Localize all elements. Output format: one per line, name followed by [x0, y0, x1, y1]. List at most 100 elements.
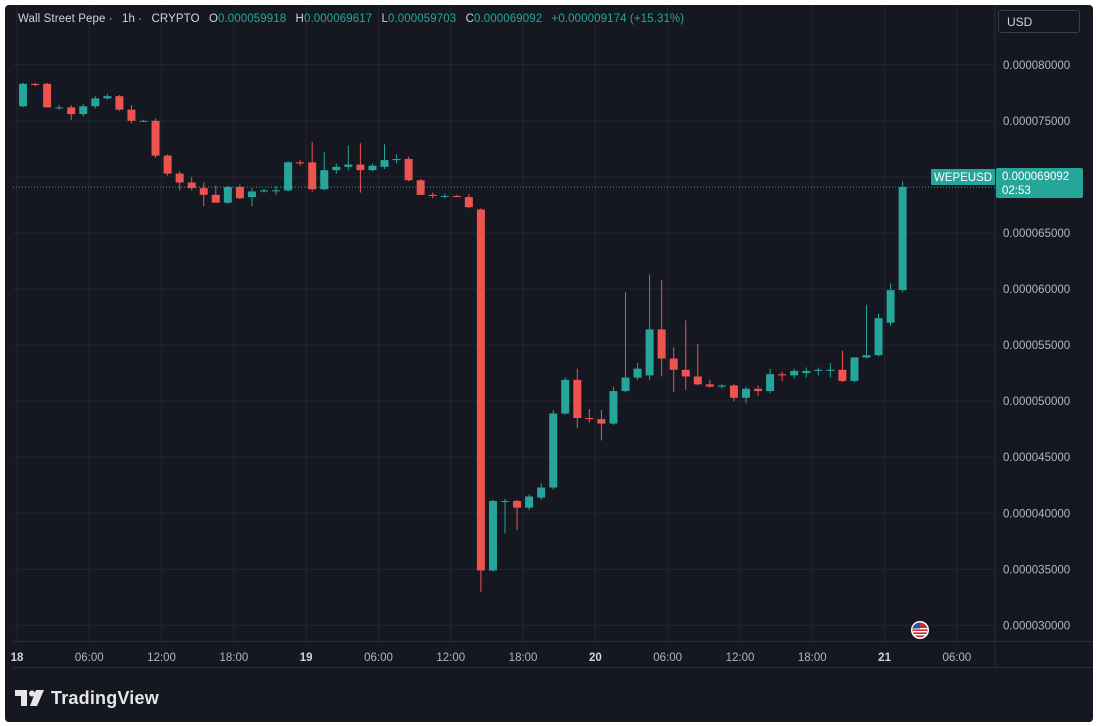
time-tick-label: 12:00 — [726, 652, 755, 664]
time-axis[interactable]: 18 06:00 12:00 18:00 19 06:00 12:00 18:00 20 06:0… — [11, 652, 972, 664]
candle-down[interactable] — [211, 185, 220, 203]
candle-up[interactable] — [320, 152, 329, 191]
candle-up[interactable] — [862, 304, 871, 359]
candle-body — [452, 195, 461, 198]
candle-down[interactable] — [573, 368, 582, 429]
candle-up[interactable] — [802, 367, 811, 378]
candle-down[interactable] — [585, 409, 594, 423]
candle-up[interactable] — [19, 82, 27, 108]
candle-up[interactable] — [645, 274, 654, 380]
chart-window[interactable]: 0.0000800000.0000750000.0000700000.00006… — [5, 5, 1093, 722]
candle-up[interactable] — [79, 104, 88, 117]
candle-up[interactable] — [790, 368, 799, 379]
candle-down[interactable] — [151, 118, 160, 158]
event-flag-icon[interactable] — [911, 621, 929, 639]
price-tick-label: 0.000030000 — [1003, 620, 1070, 632]
candle-down[interactable] — [296, 160, 305, 166]
candle-down[interactable] — [705, 379, 714, 388]
candle-body — [151, 120, 160, 156]
candle-down[interactable] — [693, 343, 702, 386]
candle-up[interactable] — [742, 386, 750, 404]
candle-up[interactable] — [488, 499, 497, 572]
candle-up[interactable] — [886, 283, 895, 327]
candle-down[interactable] — [127, 105, 136, 124]
candle-up[interactable] — [103, 93, 112, 100]
candle-down[interactable] — [115, 95, 124, 111]
candle-up[interactable] — [561, 377, 570, 415]
candle-down[interactable] — [669, 347, 678, 393]
candle-up[interactable] — [525, 494, 534, 510]
candle-body — [31, 83, 40, 85]
candle-up[interactable] — [850, 357, 859, 383]
candle-body — [597, 419, 606, 424]
candle-up[interactable] — [549, 410, 558, 490]
candle-down[interactable] — [754, 385, 763, 396]
candle-down[interactable] — [31, 82, 40, 87]
price-chart[interactable]: 0.0000800000.0000750000.0000700000.00006… — [5, 5, 1093, 668]
candle-up[interactable] — [898, 181, 907, 293]
candle-up[interactable] — [874, 313, 883, 357]
candle-up[interactable] — [501, 498, 509, 534]
candle-up[interactable] — [139, 119, 148, 122]
candle-up[interactable] — [440, 193, 449, 199]
tradingview-logo[interactable]: TradingView — [15, 687, 159, 709]
candle-up[interactable] — [826, 363, 835, 378]
symbol-legend[interactable]: Wall Street Pepe · 1h · CRYPTO O0.000059… — [18, 13, 684, 25]
candle-down[interactable] — [163, 154, 172, 176]
candle-up[interactable] — [272, 185, 281, 195]
candles[interactable] — [19, 82, 907, 592]
candle-body — [79, 106, 88, 115]
candle-down[interactable] — [175, 171, 184, 191]
candle-down[interactable] — [356, 143, 365, 193]
candle-up[interactable] — [368, 163, 377, 172]
candle-down[interactable] — [452, 194, 461, 198]
candle-down[interactable] — [513, 499, 522, 531]
candle-up[interactable] — [814, 367, 823, 376]
candle-body — [404, 158, 413, 181]
candle-body — [585, 417, 594, 420]
candle-up[interactable] — [537, 483, 546, 500]
candle-up[interactable] — [380, 144, 389, 170]
candle-up[interactable] — [223, 185, 232, 204]
candle-up[interactable] — [392, 154, 401, 164]
candle-up[interactable] — [633, 363, 642, 380]
candle-body — [476, 209, 485, 571]
candle-down[interactable] — [838, 350, 847, 383]
candle-down[interactable] — [597, 410, 606, 441]
candle-down[interactable] — [67, 105, 76, 120]
candle-down[interactable] — [428, 192, 437, 199]
price-axis[interactable]: 0.0000800000.0000750000.0000700000.00006… — [1003, 60, 1070, 633]
legend-symbol-name[interactable]: Wall Street Pepe — [18, 13, 106, 25]
candle-down[interactable] — [235, 184, 244, 200]
candle-up[interactable] — [766, 368, 775, 394]
candle-down[interactable] — [464, 193, 473, 209]
candle-up[interactable] — [344, 145, 353, 171]
candle-down[interactable] — [43, 82, 52, 108]
candle-up[interactable] — [332, 163, 341, 174]
legend-open-value: 0.000059918 — [217, 13, 287, 25]
candle-up[interactable] — [247, 188, 256, 207]
candle-down[interactable] — [681, 320, 690, 390]
candle-up[interactable] — [260, 189, 268, 193]
legend-high-label: H — [295, 13, 304, 25]
tradingview-logo-icon — [15, 690, 44, 706]
candle-up[interactable] — [609, 386, 618, 425]
candle-down[interactable] — [476, 208, 485, 592]
candle-down[interactable] — [657, 280, 666, 377]
candle-up[interactable] — [284, 161, 293, 192]
candle-up[interactable] — [91, 96, 100, 109]
candle-down[interactable] — [308, 142, 317, 192]
candle-down[interactable] — [416, 179, 425, 195]
candle-down[interactable] — [729, 384, 738, 402]
candle-up[interactable] — [621, 292, 630, 393]
candle-body — [729, 385, 738, 398]
candle-up[interactable] — [717, 384, 726, 389]
legend-close-value: 0.000069092 — [473, 13, 543, 25]
currency-button[interactable]: USD — [998, 10, 1080, 33]
candle-down[interactable] — [199, 182, 208, 207]
candle-down[interactable] — [404, 156, 413, 182]
candle-body — [115, 96, 124, 110]
candle-down[interactable] — [778, 372, 787, 381]
candle-down[interactable] — [187, 176, 196, 191]
candle-up[interactable] — [55, 105, 64, 110]
